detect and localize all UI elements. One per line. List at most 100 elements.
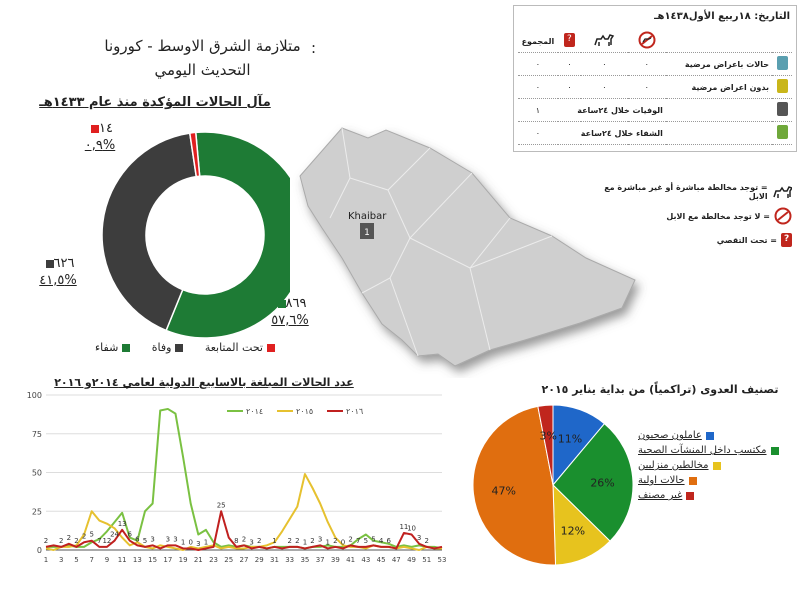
data-label: 3 — [318, 535, 322, 543]
data-label: 2 — [74, 537, 78, 545]
data-label: 2 — [425, 537, 429, 545]
pie-legend-item: مكتسب داخل المنشآت الصحية — [638, 445, 788, 456]
pie-legend-swatch — [770, 446, 779, 455]
pie-legend: عاملون صحيون مكتسب داخل المنشآت الصحية مخا… — [638, 430, 788, 505]
data-label: 2 — [257, 537, 261, 545]
saudi-map: 1 Khaibar — [299, 127, 636, 367]
map-legend-camel-text: = توجد مخالطة مباشرة أو غير مباشرة مع ال… — [604, 183, 768, 201]
x-tick-label: 23 — [209, 556, 218, 564]
daily-summary-panel: التاريخ: ١٨ربيع الأول١٤٣٨هـ المجموع ? ٠ … — [513, 5, 797, 152]
death-count: ٦٢٦ — [53, 256, 75, 271]
data-label: 1 — [204, 538, 208, 546]
table-row: ٠ الشفاء خلال ٢٤ساعة — [518, 121, 792, 145]
header-camel-icon — [581, 30, 628, 53]
row-2-no-camel: ٠ — [627, 75, 666, 99]
x-tick-label: 47 — [392, 556, 401, 564]
donut-slice-death — [101, 132, 198, 332]
row-4-total: ٠ — [518, 121, 558, 145]
pie-legend-label: حالات اولية — [638, 475, 685, 486]
legend-recovery-label: شفاء — [95, 341, 119, 354]
map-legend-question: ? = تحت التقصي — [596, 228, 792, 252]
panel-date: التاريخ: ١٨ربيع الأول١٤٣٨هـ — [654, 11, 790, 22]
legend-recovery-swatch — [122, 344, 131, 352]
data-label: 2 — [333, 537, 337, 545]
pie-legend-label: غير مصنف — [638, 490, 683, 501]
x-tick-label: 9 — [105, 556, 109, 564]
data-label: 8 — [234, 537, 238, 545]
map-legend-question-text: = تحت التقصي — [716, 235, 777, 245]
y-tick-label: 0 — [37, 546, 42, 555]
row-2-total: ٠ — [518, 75, 558, 99]
donut-slice-under-followup — [188, 131, 201, 178]
data-label: 2 — [82, 532, 86, 540]
header-question-icon: ? — [557, 30, 582, 53]
legend-death-label: وفاة — [151, 341, 172, 354]
pie-chart-title: تصنيف العدوى (تراكمياً) من بداية يناير ٢… — [541, 383, 779, 396]
pie-legend-swatch — [705, 431, 714, 440]
pie-slice-1 — [552, 423, 634, 542]
y-tick-label: 50 — [32, 469, 42, 478]
x-tick-label: 1 — [44, 556, 48, 564]
table-row: ٠ ٠ ٠ ٠ حالات باعراض مرضية — [518, 52, 792, 76]
data-label: 6 — [135, 535, 140, 543]
death-swatch — [45, 259, 54, 268]
row-1-total: ٠ — [518, 52, 558, 76]
x-tick-label: 25 — [224, 556, 233, 564]
title-line-2: التحديث اليومي — [154, 61, 251, 79]
series-line-0 — [46, 407, 443, 550]
data-label: 3 — [166, 535, 170, 543]
data-label: 10 — [407, 525, 416, 533]
row-3-total: ١ — [518, 98, 558, 122]
x-tick-label: 31 — [270, 556, 279, 564]
page-title: : متلازمة الشرق الاوسط - كورونا التحديث … — [95, 34, 316, 82]
pie-data-label: 11% — [558, 432, 582, 445]
row-4-tag-icon — [772, 121, 792, 145]
x-tick-label: 15 — [148, 556, 157, 564]
camel-icon — [772, 186, 792, 198]
pie-legend-swatch — [712, 461, 721, 470]
pie-data-label: 26% — [590, 477, 614, 490]
death-percent: ٤١,٥% — [39, 273, 77, 288]
row-4-label: الشفاء خلال ٢٤ساعة — [557, 121, 666, 145]
pie-legend-swatch — [688, 476, 697, 485]
recovery-percent: ٥٧,٦% — [271, 313, 309, 328]
map-country-shape — [299, 127, 636, 367]
data-label: 2 — [67, 534, 71, 542]
donut-label-death: ٦٢٦ ٤١,٥% — [18, 255, 98, 289]
row-1-camel: ٠ — [581, 52, 628, 76]
data-label: 6 — [128, 531, 133, 539]
data-label: 25 — [217, 501, 226, 509]
pie-legend-item: غير مصنف — [638, 490, 788, 501]
recovery-count: ٨٦٩ — [285, 296, 307, 311]
data-label: 12 — [102, 537, 111, 545]
data-label: 7 — [97, 537, 101, 545]
pie-data-label: 3% — [540, 430, 557, 443]
data-label: 3 — [417, 534, 421, 542]
pie-data-label: 12% — [561, 524, 585, 537]
row-2-question: ٠ — [557, 75, 582, 99]
donut-legend: شفاء وفاة تحت المتابعة — [95, 341, 275, 354]
under-followup-swatch — [91, 124, 100, 133]
row-1-question: ٠ — [557, 52, 582, 76]
data-label: 2 — [348, 535, 352, 543]
donut-label-under-followup: ١٤ ٠,٩% — [70, 120, 130, 154]
data-label: 2 — [242, 535, 246, 543]
pie-legend-item: عاملون صحيون — [638, 430, 788, 441]
y-tick-label: 25 — [32, 507, 42, 516]
data-label: 3 — [249, 538, 253, 546]
x-tick-label: 29 — [255, 556, 264, 564]
pie-chart: 11% 26% 12% 47% 3% — [472, 404, 634, 566]
khaibar-marker[interactable] — [360, 223, 374, 239]
legend-death: وفاة — [152, 341, 184, 354]
header-no-camel-icon — [627, 30, 666, 53]
khaibar-marker-count: 1 — [364, 228, 370, 238]
y-tick-label: 100 — [27, 391, 42, 400]
table-row: ٠ ٠ ٠ ٠ بدون اعراض مرضية — [518, 75, 792, 99]
x-tick-label: 39 — [331, 556, 340, 564]
data-label: 0 — [341, 538, 345, 546]
x-tick-label: 33 — [285, 556, 294, 564]
data-label: 3 — [173, 535, 177, 543]
pie-legend-swatch — [686, 491, 695, 500]
data-label: 5 — [371, 535, 375, 543]
